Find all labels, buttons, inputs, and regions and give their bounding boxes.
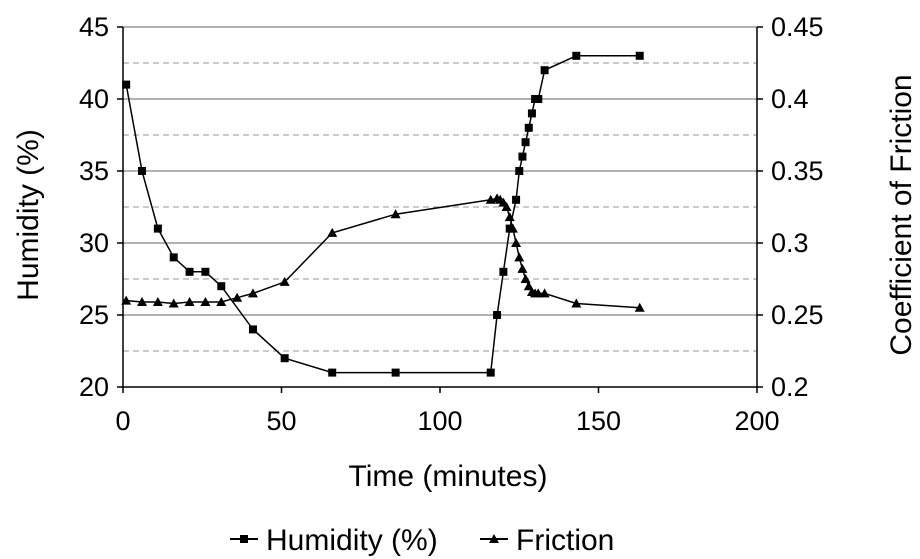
humidity-point	[521, 138, 530, 147]
humidity-point	[328, 368, 337, 377]
humidity-point	[169, 253, 178, 262]
friction-point	[327, 227, 338, 237]
y-tick-label: 35	[79, 156, 109, 186]
humidity-point	[217, 282, 226, 291]
humidity-point	[248, 325, 257, 334]
friction-point	[634, 302, 645, 312]
series-layer	[121, 51, 645, 377]
x-tick-label: 0	[115, 406, 130, 436]
friction-point	[571, 298, 582, 308]
friction-point	[523, 281, 534, 291]
y-tick-label: 45	[79, 12, 109, 42]
y2-tick-label: 0.3	[771, 228, 809, 258]
legend-friction-marker	[489, 534, 499, 543]
friction-point	[279, 276, 290, 286]
legend-item-friction: Friction	[480, 524, 614, 557]
humidity-point	[505, 224, 514, 233]
y2-tick-label: 0.35	[771, 156, 824, 186]
friction-point	[184, 297, 195, 307]
friction-point	[232, 292, 243, 302]
humidity-point	[122, 80, 131, 89]
friction-point	[501, 202, 512, 211]
humidity-point	[138, 167, 147, 175]
y2-axis-title: Coefficient of Friction	[885, 74, 918, 355]
humidity-point	[534, 95, 543, 103]
friction-point	[137, 297, 148, 307]
friction-point	[504, 212, 515, 222]
friction-point	[152, 297, 163, 307]
y-tick-label: 40	[79, 84, 109, 114]
series-line-humidity	[125, 55, 640, 374]
friction-point	[168, 298, 179, 308]
friction-point	[539, 288, 550, 298]
humidity-point	[524, 123, 533, 132]
series-line-friction	[126, 197, 640, 309]
legend-friction-label: Friction	[516, 524, 614, 557]
humidity-point	[280, 354, 289, 363]
x-axis-title: Time (minutes)	[349, 460, 548, 493]
legend: Humidity (%) Friction	[230, 524, 614, 557]
friction-point	[247, 288, 258, 298]
humidity-point	[540, 66, 549, 75]
humidity-point	[153, 224, 162, 233]
humidity-point	[486, 368, 495, 377]
x-tick-label: 50	[266, 406, 296, 436]
legend-item-humidity: Humidity (%)	[230, 524, 438, 557]
friction-point	[507, 223, 518, 233]
humidity-point	[572, 51, 581, 60]
friction-point	[517, 263, 528, 273]
friction-point	[511, 238, 522, 247]
x-tick-label: 100	[417, 406, 462, 436]
humidity-point	[185, 267, 194, 276]
y-tick-label: 30	[79, 228, 109, 258]
humidity-point	[499, 267, 508, 276]
y2-tick-label: 0.4	[771, 84, 809, 114]
y2-tick-label: 0.2	[771, 372, 809, 402]
humidity-point	[515, 167, 524, 175]
x-tick-label: 150	[576, 406, 621, 436]
humidity-point	[512, 195, 521, 204]
legend-humidity-marker	[240, 535, 248, 543]
legend-humidity-label: Humidity (%)	[266, 524, 438, 557]
humidity-point	[635, 51, 644, 60]
humidity-point	[518, 152, 527, 161]
friction-point	[390, 209, 401, 219]
gridlines	[123, 26, 757, 352]
y2-tick-label: 0.25	[771, 300, 824, 330]
humidity-point	[493, 311, 502, 319]
humidity-point	[527, 109, 536, 118]
y-tick-label: 25	[79, 300, 109, 330]
x-tick-label: 200	[734, 406, 779, 436]
y-axis-title: Humidity (%)	[12, 129, 45, 301]
friction-point	[121, 295, 132, 305]
friction-point	[216, 297, 227, 307]
y2-tick-label: 0.45	[771, 12, 824, 42]
friction-point	[200, 297, 211, 307]
y-tick-label: 20	[79, 372, 109, 402]
axes: 20 25 30 35 40 45 0.2 0.25 0.3 0.35 0.4 0.45 0 50 100 1…	[79, 12, 824, 436]
friction-point	[520, 274, 531, 283]
friction-point	[533, 288, 544, 298]
friction-point	[514, 252, 525, 262]
humidity-point	[391, 368, 400, 377]
humidity-point	[201, 267, 210, 276]
